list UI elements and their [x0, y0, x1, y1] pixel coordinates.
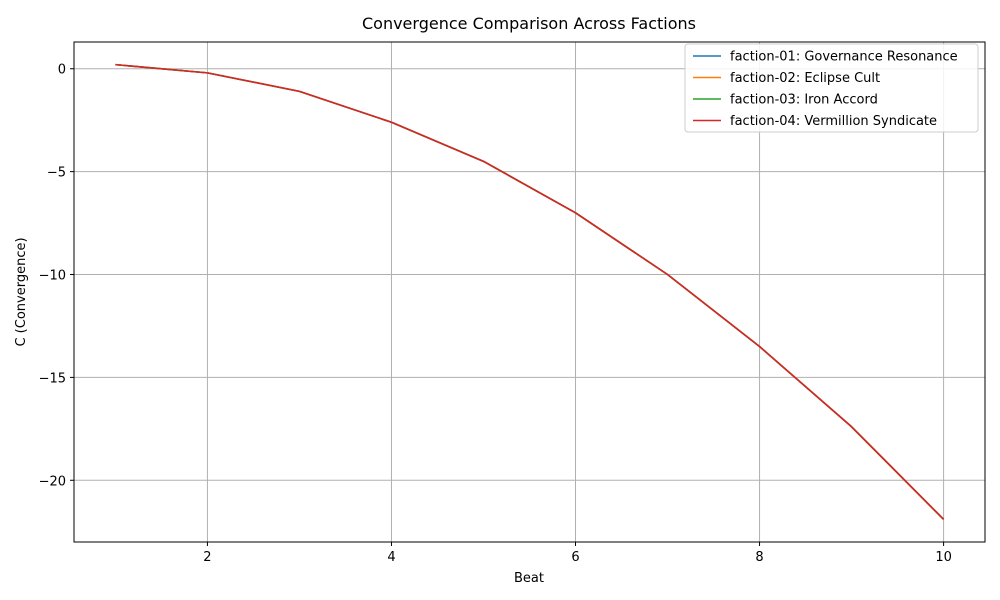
legend-box — [684, 43, 979, 133]
y-tick-label: −10 — [39, 269, 66, 284]
grid-lines — [74, 42, 985, 542]
x-tick-label: 2 — [203, 550, 211, 565]
y-axis-title: C (Convergence) — [14, 237, 29, 346]
legend-label-2: faction-02: Eclipse Cult — [730, 71, 880, 86]
plot-frame — [73, 41, 986, 543]
series-lines — [115, 63, 945, 520]
y-tick-label: 0 — [58, 63, 66, 78]
legend-label-3: faction-03: Iron Accord — [730, 93, 878, 108]
x-axis-title: Beat — [514, 571, 544, 586]
y-tick-label: −15 — [39, 371, 66, 386]
x-tick-label: 6 — [571, 550, 579, 565]
y-tick-label: −20 — [39, 474, 66, 489]
legend-label-1: faction-01: Governance Resonance — [730, 50, 958, 65]
y-tick-label: −5 — [47, 166, 66, 181]
chart-title: Convergence Comparison Across Factions — [362, 14, 696, 33]
axis-ticks: 2 4 6 8 10 0 −5 −10 −15 −20 — [39, 63, 952, 565]
legend: faction-01: Governance Resonance faction-… — [684, 43, 979, 133]
x-tick-label: 10 — [935, 550, 952, 565]
x-tick-label: 8 — [755, 550, 763, 565]
x-tick-label: 4 — [387, 550, 395, 565]
series-line-4 — [115, 63, 945, 520]
legend-label-4: faction-04: Vermillion Syndicate — [730, 114, 937, 129]
